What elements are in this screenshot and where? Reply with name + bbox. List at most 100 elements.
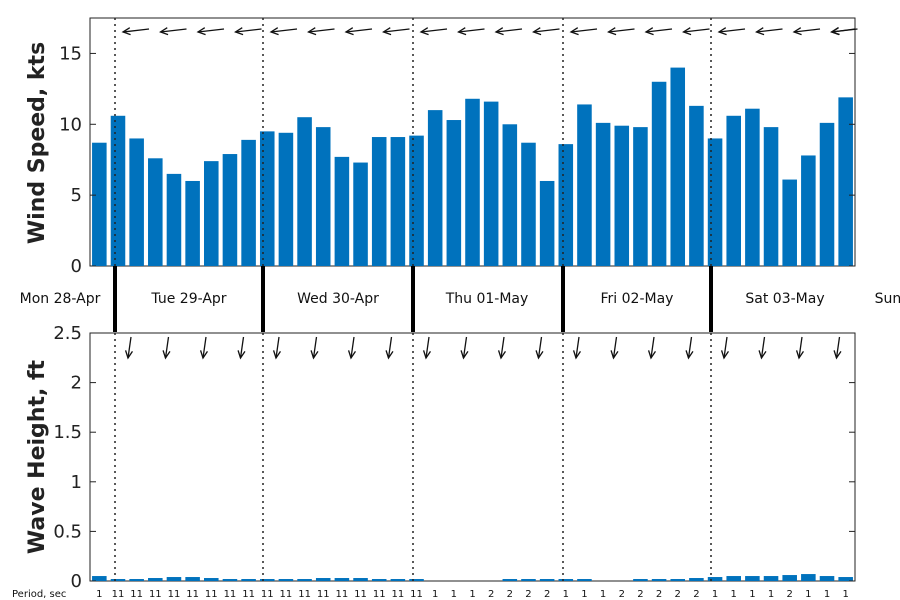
wave-bar xyxy=(110,579,126,581)
wave-direction-arrow xyxy=(347,336,357,360)
wind-direction-arrow xyxy=(792,27,821,36)
wave-direction-arrow-shaft xyxy=(387,336,393,359)
wind-direction-arrow-shaft xyxy=(160,28,187,33)
period-value: 11 xyxy=(373,589,386,600)
wind-bar xyxy=(745,108,760,266)
period-value: 2 xyxy=(693,589,699,600)
wind-bar xyxy=(110,115,126,266)
wind-direction-arrow-shaft xyxy=(383,28,410,33)
wave-direction-arrow-head xyxy=(199,350,209,360)
wave-direction-arrow-shaft xyxy=(127,336,132,359)
wave-bar xyxy=(726,576,741,581)
wave-direction-arrow xyxy=(124,336,134,360)
wind-direction-arrow-head xyxy=(494,27,504,36)
wind-direction-arrow xyxy=(419,27,448,36)
period-value: 11 xyxy=(242,589,255,600)
period-value: 11 xyxy=(205,589,218,600)
day-label: Sun xyxy=(875,291,900,307)
wind-bar xyxy=(782,179,797,266)
wave-direction-arrow-shaft xyxy=(723,336,728,359)
wave-direction-arrow xyxy=(422,336,432,360)
period-value: 1 xyxy=(469,589,475,600)
period-value: 2 xyxy=(656,589,662,600)
wind-bar xyxy=(726,115,741,266)
wind-speed-axis-label: Wind Speed, kts xyxy=(25,42,50,244)
wind-bar xyxy=(521,142,536,266)
wave-bar xyxy=(148,578,163,581)
period-value: 11 xyxy=(280,589,293,600)
wave-bar xyxy=(371,579,387,581)
wave-direction-arrow-head xyxy=(272,350,282,360)
wave-direction-arrow-head xyxy=(685,350,694,360)
wind-direction-arrow-shaft xyxy=(345,28,373,33)
wave-bar xyxy=(558,579,574,581)
period-value: 1 xyxy=(581,589,587,600)
wind-direction-arrow-shaft xyxy=(308,28,335,33)
period-value: 1 xyxy=(768,589,774,600)
wind-bar xyxy=(577,104,592,267)
period-value: 1 xyxy=(451,589,457,600)
wave-bar xyxy=(297,579,312,581)
wind-direction-arrow xyxy=(682,27,710,36)
wind-direction-arrow-head xyxy=(532,27,542,36)
wave-direction-arrow-head xyxy=(124,350,134,360)
wind-direction-arrow-head xyxy=(196,27,206,36)
wind-bar xyxy=(334,156,350,266)
wave-bar xyxy=(502,579,518,581)
wind-direction-arrow-head xyxy=(457,27,467,36)
wind-bar xyxy=(707,138,723,266)
wave-height-axis-label: Wave Height, ft xyxy=(25,359,50,554)
wave-bar xyxy=(651,579,667,581)
wind-bar xyxy=(558,144,574,266)
wind-direction-arrow xyxy=(755,27,783,36)
wave-direction-arrow xyxy=(572,336,582,360)
wind-direction-arrow-head xyxy=(607,27,617,36)
wind-bar xyxy=(409,135,424,266)
wind-direction-arrow-head xyxy=(644,27,654,36)
wind-bar xyxy=(92,142,107,266)
wind-bar xyxy=(819,122,835,267)
wind-bar xyxy=(204,161,219,266)
wave-direction-arrow xyxy=(647,336,657,360)
wave-direction-arrow-head xyxy=(720,350,730,360)
wind-direction-arrow xyxy=(532,27,560,36)
wind-speed-panel: 0 5 10 15 xyxy=(59,17,858,277)
wind-bar xyxy=(353,162,368,266)
wind-direction-arrow-head xyxy=(717,27,727,36)
period-value: 11 xyxy=(149,589,162,600)
wave-bar xyxy=(92,576,107,581)
period-value: 11 xyxy=(410,589,423,600)
wave-direction-arrow xyxy=(685,336,694,360)
day-label-band: Mon 28-Apr Tue 29-Apr Wed 30-Apr Thu 01-May… xyxy=(20,266,900,332)
wind-bar xyxy=(689,105,704,266)
wind-direction-arrow-shaft xyxy=(645,28,673,33)
wave-bar xyxy=(763,576,779,581)
period-value: 11 xyxy=(317,589,330,600)
wave-bar xyxy=(259,579,275,581)
wind-direction-arrow-head xyxy=(159,27,169,36)
wind-direction-arrow-shaft xyxy=(570,28,598,33)
wave-bar xyxy=(707,577,723,581)
wave-height-panel: 00.511.522.51 11 11 11 11 11 11 11 11 11 11 11 11 11 1… xyxy=(53,323,856,600)
period-value: 2 xyxy=(525,589,531,600)
wave-direction-arrow xyxy=(497,336,507,360)
period-value: 1 xyxy=(731,589,737,600)
period-value: 11 xyxy=(112,589,125,600)
wave-direction-arrow-shaft xyxy=(650,336,655,359)
wave-direction-arrow-shaft xyxy=(462,336,468,359)
wind-direction-arrow xyxy=(307,27,335,36)
wind-direction-arrow-shaft xyxy=(420,28,448,33)
wave-direction-arrow-shaft xyxy=(164,336,170,359)
wind-bar xyxy=(465,98,480,266)
wind-bar xyxy=(278,132,294,266)
period-value: 2 xyxy=(619,589,625,600)
wind-ytick-label: 10 xyxy=(59,114,82,135)
period-value: 1 xyxy=(824,589,830,600)
wave-direction-arrow-head xyxy=(647,350,657,360)
wave-direction-arrow xyxy=(535,336,544,360)
wind-direction-arrow-head xyxy=(682,27,692,36)
period-value: 1 xyxy=(96,589,102,600)
period-value: 2 xyxy=(488,589,494,600)
period-value: 1 xyxy=(749,589,755,600)
